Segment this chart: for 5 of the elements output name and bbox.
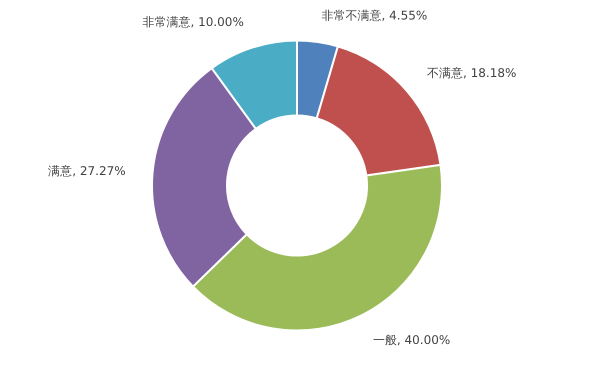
slice-label: 非常不满意, 4.55% bbox=[322, 8, 428, 22]
slice-label: 满意, 27.27% bbox=[48, 164, 126, 178]
slice-label: 不满意, 18.18% bbox=[427, 66, 516, 80]
slice-label: 非常满意, 10.00% bbox=[142, 14, 244, 29]
slice-label: 一般, 40.00% bbox=[372, 332, 450, 347]
